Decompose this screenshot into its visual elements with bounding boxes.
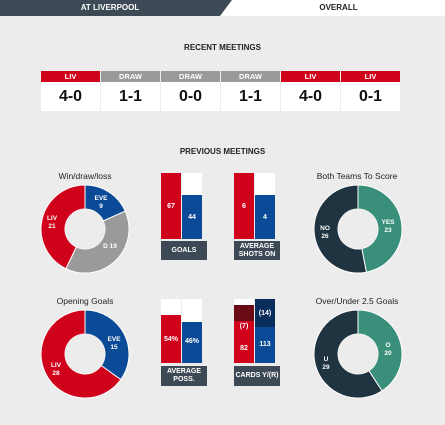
meeting-score: 1-1 <box>118 88 143 105</box>
eve-wins-label: EVE 9 <box>94 195 108 210</box>
cards-bar-chart: (7) 82 (14) 113 <box>234 299 280 363</box>
tab-at-liverpool[interactable]: AT LIVERPOOL <box>80 3 140 12</box>
eve-yellow-cards-value: 113 <box>259 341 271 348</box>
opening-goals-title: Opening Goals <box>56 296 114 306</box>
meeting-card: DRAW 1-1 <box>221 71 280 111</box>
eve-red-cards-value: (14) <box>258 310 272 317</box>
btts-no-label: NO 26 <box>320 225 330 240</box>
donut-hole <box>65 209 105 249</box>
recent-meetings-list: LIV 4-0 DRAW 1-1 DRAW 0-0 DRAW 1-1 LIV 4… <box>41 71 400 111</box>
meeting-result-label: LIV <box>341 71 400 82</box>
meeting-score: 0-0 <box>178 88 203 105</box>
meeting-result-label: DRAW <box>101 71 160 82</box>
over-label: O 20 <box>384 342 392 357</box>
liv-poss-bar <box>161 315 181 363</box>
eve-shots-bar <box>255 195 275 239</box>
meeting-card: DRAW 1-1 <box>101 71 160 111</box>
venue-tabs: AT LIVERPOOL OVERALL <box>0 0 445 16</box>
meeting-card: LIV 0-1 <box>341 71 400 111</box>
liv-goals-value: 67 <box>167 203 175 210</box>
tab-active-background <box>0 0 232 16</box>
opening-eve-slice <box>84 309 130 381</box>
eve-shots-value: 4 <box>263 214 267 221</box>
meeting-result-label: DRAW <box>161 71 220 82</box>
previous-meetings-title: PREVIOUS MEETINGS <box>179 147 266 156</box>
liv-goals-bar <box>161 173 181 239</box>
win-draw-loss-donut: LIV 21 EVE 9 D 19 <box>39 183 131 275</box>
under-label: U 29 <box>322 356 330 371</box>
goals-bar-chart: 67 44 <box>161 173 207 239</box>
meeting-result-label: LIV <box>281 71 340 82</box>
opening-eve-label: EVE 15 <box>107 336 121 351</box>
liv-yellow-cards-value: 82 <box>240 345 248 352</box>
donut-hole <box>338 334 378 374</box>
liv-poss-value: 54% <box>163 336 178 343</box>
meeting-score: 4-0 <box>58 88 83 105</box>
shots-label: AVERAGE SHOTS ON <box>234 241 280 260</box>
possession-label: AVERAGE POSS. <box>161 366 207 386</box>
draws-label: D 19 <box>103 243 117 250</box>
btts-title: Both Teams To Score <box>316 171 398 181</box>
eve-goals-value: 44 <box>188 214 196 221</box>
cards-label: CARDS Y/(R) <box>234 366 280 386</box>
liv-wins-label: LIV 21 <box>46 215 58 230</box>
eve-poss-value: 46% <box>184 338 199 345</box>
meeting-score: 1-1 <box>238 88 263 105</box>
meeting-score: 4-0 <box>298 88 323 105</box>
possession-bar-chart: 54% 46% <box>161 299 207 363</box>
btts-donut: YES 23 NO 26 <box>312 183 404 275</box>
eve-poss-bar <box>182 322 202 363</box>
liv-red-cards-bar <box>234 305 254 321</box>
meeting-score: 0-1 <box>358 88 383 105</box>
recent-meetings-title: RECENT MEETINGS <box>184 43 261 52</box>
shots-bar-chart: 6 4 <box>234 173 280 239</box>
over-under-donut: O 20 U 29 <box>312 308 404 400</box>
btts-yes-label: YES 23 <box>381 219 395 234</box>
liv-red-cards-value: (7) <box>239 323 249 330</box>
donut-hole <box>65 334 105 374</box>
eve-goals-bar <box>182 195 202 239</box>
donut-hole <box>338 209 378 249</box>
opening-goals-donut: LIV 28 EVE 15 <box>39 308 131 400</box>
opening-liv-label: LIV 28 <box>50 362 62 377</box>
meeting-result-label: DRAW <box>221 71 280 82</box>
win-draw-loss-title: Win/draw/loss <box>58 171 112 181</box>
meeting-result-label: LIV <box>41 71 100 82</box>
over-under-title: Over/Under 2.5 Goals <box>315 296 399 306</box>
liv-yellow-cards-bar <box>234 321 254 363</box>
tab-overall[interactable]: OVERALL <box>319 3 358 12</box>
liv-shots-value: 6 <box>242 203 246 210</box>
meeting-card: DRAW 0-0 <box>161 71 220 111</box>
meeting-card: LIV 4-0 <box>41 71 100 111</box>
eve-red-cards-bar <box>255 299 275 327</box>
goals-label: GOALS <box>161 241 207 260</box>
meeting-card: LIV 4-0 <box>281 71 340 111</box>
liv-shots-bar <box>234 173 254 239</box>
